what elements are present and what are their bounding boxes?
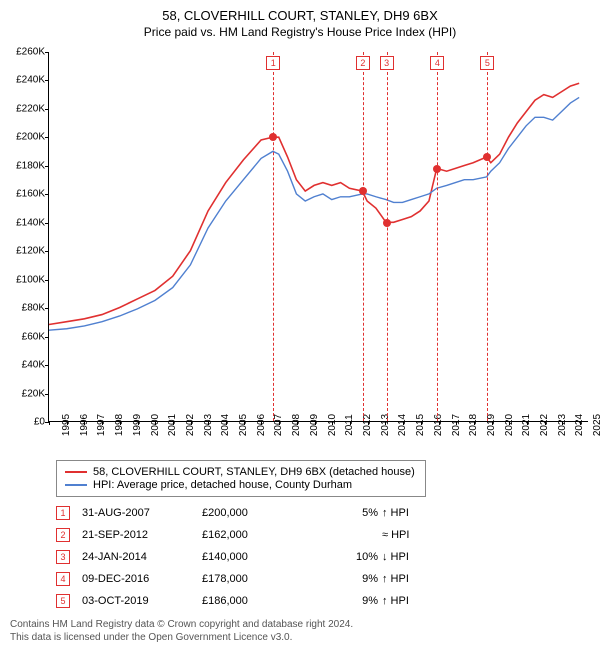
transaction-pct: 10% <box>312 551 382 563</box>
transaction-row-marker: 5 <box>56 594 70 608</box>
transaction-row-marker: 4 <box>56 572 70 586</box>
transaction-dot <box>269 133 277 141</box>
transaction-date: 31-AUG-2007 <box>82 507 202 519</box>
footer-line2: This data is licensed under the Open Gov… <box>10 631 353 644</box>
transaction-guideline <box>273 52 274 421</box>
transaction-row: 1 31-AUG-2007£200,0005%↑ HPI <box>56 502 442 524</box>
chart-title-subtitle: Price paid vs. HM Land Registry's House … <box>0 25 600 39</box>
legend: 58, CLOVERHILL COURT, STANLEY, DH9 6BX (… <box>56 460 426 497</box>
series-property <box>49 83 579 324</box>
transaction-row: 5 03-OCT-2019£186,0009%↑ HPI <box>56 590 442 612</box>
transaction-price: £186,000 <box>202 595 312 607</box>
y-axis-label: £240K <box>16 75 45 86</box>
legend-swatch <box>65 471 87 473</box>
legend-label: 58, CLOVERHILL COURT, STANLEY, DH9 6BX (… <box>93 466 415 478</box>
transaction-row-marker: 2 <box>56 528 70 542</box>
transaction-dot <box>483 153 491 161</box>
transaction-row-marker: 3 <box>56 550 70 564</box>
y-axis-label: £120K <box>16 246 45 257</box>
legend-item: 58, CLOVERHILL COURT, STANLEY, DH9 6BX (… <box>65 466 415 478</box>
y-axis-label: £200K <box>16 132 45 143</box>
transaction-guideline <box>487 52 488 421</box>
y-tick <box>45 166 49 167</box>
y-tick <box>45 137 49 138</box>
chart-area: £0£20K£40K£60K£80K£100K£120K£140K£160K£1… <box>48 52 588 422</box>
y-axis-label: £100K <box>16 274 45 285</box>
transaction-row-marker: 1 <box>56 506 70 520</box>
y-tick <box>45 394 49 395</box>
transaction-direction: ≈ HPI <box>382 529 442 541</box>
legend-item: HPI: Average price, detached house, Coun… <box>65 479 415 491</box>
transaction-pct: 9% <box>312 595 382 607</box>
y-axis-label: £20K <box>22 388 45 399</box>
y-tick <box>45 365 49 366</box>
legend-swatch <box>65 484 87 486</box>
transaction-guideline <box>387 52 388 421</box>
transaction-direction: ↑ HPI <box>382 595 442 607</box>
legend-label: HPI: Average price, detached house, Coun… <box>93 479 352 491</box>
transaction-date: 24-JAN-2014 <box>82 551 202 563</box>
y-tick <box>45 280 49 281</box>
footer-attribution: Contains HM Land Registry data © Crown c… <box>10 618 353 644</box>
y-axis-label: £0 <box>34 417 45 428</box>
y-axis-label: £160K <box>16 189 45 200</box>
y-axis-label: £220K <box>16 103 45 114</box>
transaction-guideline <box>363 52 364 421</box>
y-tick <box>45 251 49 252</box>
transaction-price: £162,000 <box>202 529 312 541</box>
y-tick <box>45 223 49 224</box>
transactions-table: 131-AUG-2007£200,0005%↑ HPI221-SEP-2012£… <box>56 502 442 612</box>
y-tick <box>45 194 49 195</box>
y-axis-label: £60K <box>22 331 45 342</box>
transaction-row: 3 24-JAN-2014£140,00010%↓ HPI <box>56 546 442 568</box>
transaction-marker-box: 5 <box>480 56 494 70</box>
y-tick <box>45 109 49 110</box>
y-axis-label: £180K <box>16 160 45 171</box>
series-hpi <box>49 97 579 330</box>
transaction-direction: ↓ HPI <box>382 551 442 563</box>
transaction-pct: 9% <box>312 573 382 585</box>
transaction-date: 21-SEP-2012 <box>82 529 202 541</box>
transaction-direction: ↑ HPI <box>382 573 442 585</box>
transaction-price: £178,000 <box>202 573 312 585</box>
y-tick <box>45 308 49 309</box>
chart-title-block: 58, CLOVERHILL COURT, STANLEY, DH9 6BX P… <box>0 0 600 43</box>
transaction-marker-box: 4 <box>430 56 444 70</box>
transaction-dot <box>359 187 367 195</box>
y-tick <box>45 337 49 338</box>
y-axis-label: £80K <box>22 303 45 314</box>
chart-title-address: 58, CLOVERHILL COURT, STANLEY, DH9 6BX <box>0 8 600 23</box>
transaction-pct: 5% <box>312 507 382 519</box>
plot-region: £0£20K£40K£60K£80K£100K£120K£140K£160K£1… <box>48 52 588 422</box>
transaction-marker-box: 3 <box>380 56 394 70</box>
y-tick <box>45 52 49 53</box>
x-axis-label: 2025 <box>580 414 600 436</box>
transaction-price: £140,000 <box>202 551 312 563</box>
y-tick <box>45 80 49 81</box>
transaction-marker-box: 2 <box>356 56 370 70</box>
transaction-row: 2 21-SEP-2012£162,000 ≈ HPI <box>56 524 442 546</box>
transaction-row: 4 09-DEC-2016£178,0009%↑ HPI <box>56 568 442 590</box>
transaction-dot <box>383 219 391 227</box>
chart-lines-svg <box>49 52 588 421</box>
transaction-price: £200,000 <box>202 507 312 519</box>
y-axis-label: £40K <box>22 360 45 371</box>
y-axis-label: £140K <box>16 217 45 228</box>
transaction-date: 09-DEC-2016 <box>82 573 202 585</box>
transaction-guideline <box>437 52 438 421</box>
transaction-marker-box: 1 <box>266 56 280 70</box>
transaction-date: 03-OCT-2019 <box>82 595 202 607</box>
transaction-direction: ↑ HPI <box>382 507 442 519</box>
y-axis-label: £260K <box>16 47 45 58</box>
transaction-dot <box>433 165 441 173</box>
footer-line1: Contains HM Land Registry data © Crown c… <box>10 618 353 631</box>
